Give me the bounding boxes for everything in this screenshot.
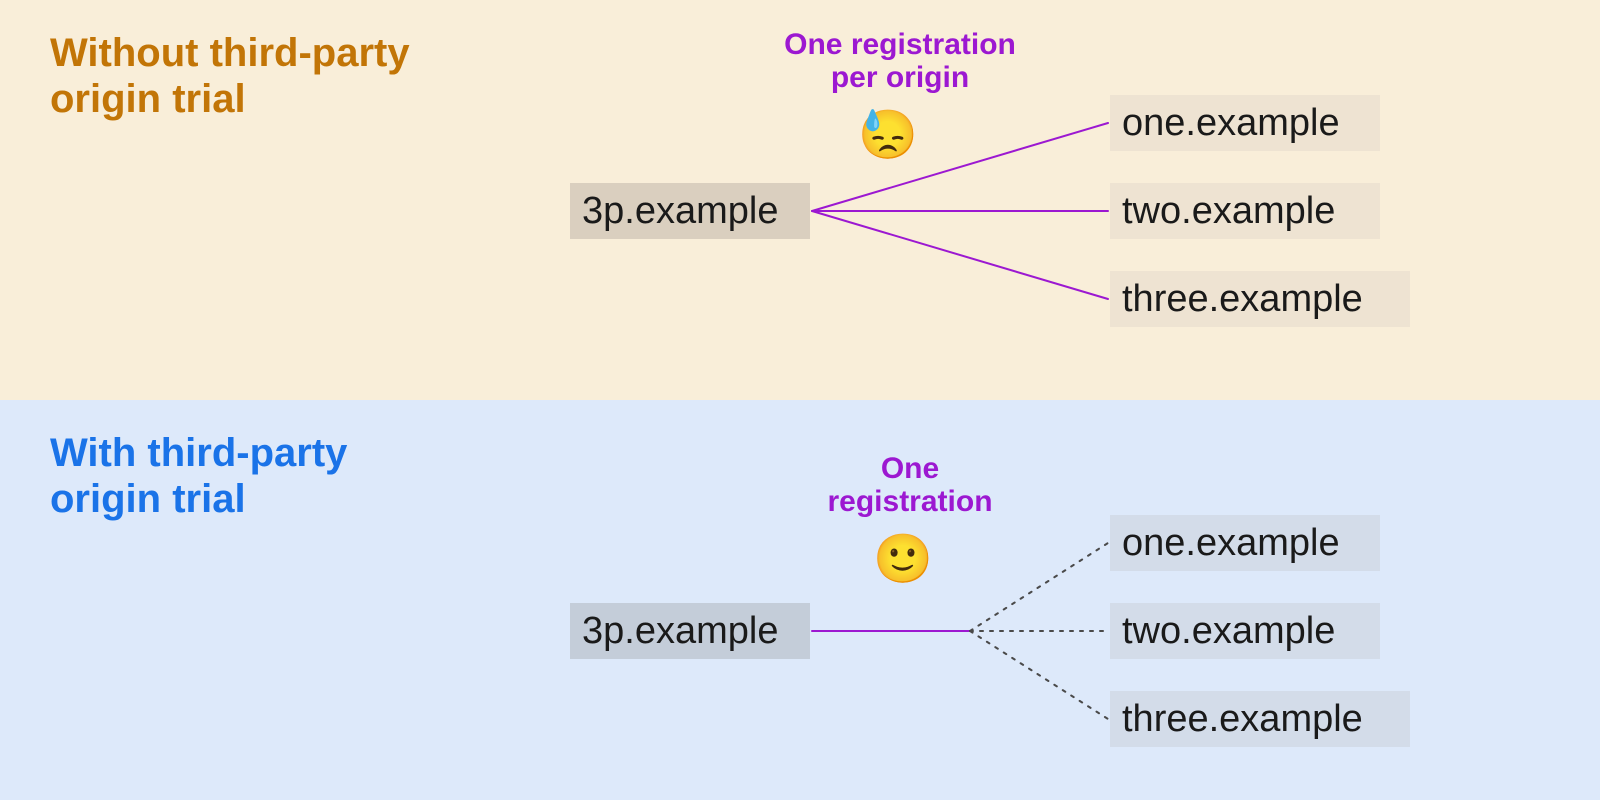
target-box: one.example [1110,95,1380,151]
panel-with-3p-trial: With third-partyorigin trial Oneregistra… [0,400,1600,800]
emoji-happy: 🙂 [873,530,933,587]
target-box: two.example [1110,183,1380,239]
source-box-3p: 3p.example [570,183,810,239]
target-box: three.example [1110,271,1410,327]
source-box-3p: 3p.example [570,603,810,659]
target-box: two.example [1110,603,1380,659]
panel-without-3p-trial: Without third-partyorigin trial One regi… [0,0,1600,400]
target-box: three.example [1110,691,1410,747]
emoji-sad: 😓 [858,106,918,163]
heading-without: Without third-partyorigin trial [50,30,410,122]
heading-with: With third-partyorigin trial [50,430,347,522]
annotation-per-origin: One registrationper origin [760,28,1040,94]
annotation-one-reg: Oneregistration [800,452,1020,518]
target-box: one.example [1110,515,1380,571]
